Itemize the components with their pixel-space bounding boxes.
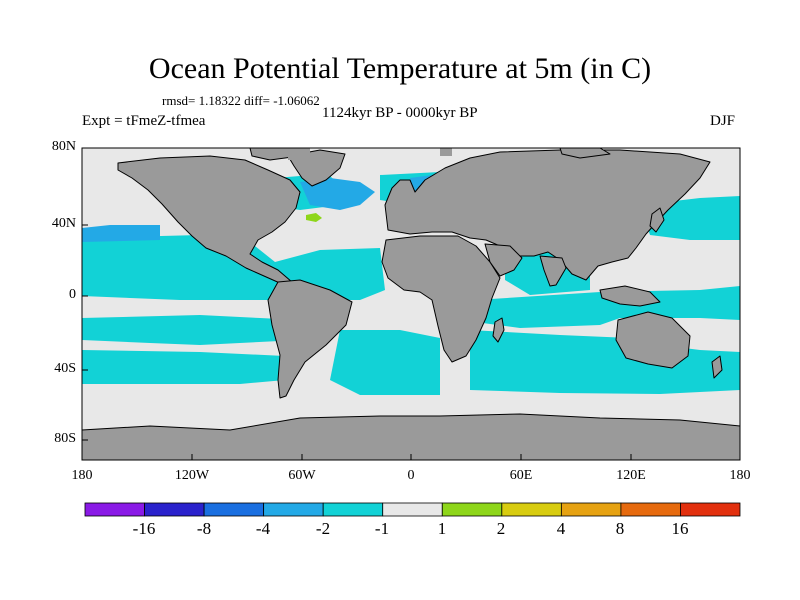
lon-label-180e: 180 xyxy=(729,468,751,483)
lat-label-0: 0 xyxy=(69,287,76,302)
colorbar-swatch xyxy=(263,502,324,517)
colorbar-label: -16 xyxy=(132,519,156,538)
africa xyxy=(381,235,501,363)
lat-label-40s: 40S xyxy=(54,361,76,376)
madagascar xyxy=(492,317,505,343)
colorbar-label: 4 xyxy=(556,519,566,538)
rmsd-diff-stats: rmsd= 1.18322 diff= -1.06062 xyxy=(162,93,320,108)
japan xyxy=(649,207,665,233)
southeast-asia-islands xyxy=(599,285,661,307)
arctic-island xyxy=(559,148,611,159)
experiment-label: Expt = tFmeZ-tfmea xyxy=(82,113,206,129)
time-period-label: 1124kyr BP - 0000kyr BP xyxy=(322,105,478,121)
lon-label-60e: 60E xyxy=(509,468,533,483)
colorbar-swatch xyxy=(441,502,503,517)
colorbar-swatch xyxy=(144,502,205,517)
colorbar-label: 16 xyxy=(671,519,689,538)
colorbar-label: -1 xyxy=(374,519,390,538)
land-masses xyxy=(82,148,740,460)
colorbar-swatch xyxy=(680,502,741,517)
colorbar-label: 1 xyxy=(437,519,447,538)
colorbar-swatch xyxy=(560,502,622,517)
arctic-island xyxy=(249,148,301,161)
new-zealand xyxy=(711,355,723,379)
warm-anomaly-patch xyxy=(306,213,322,222)
colorbar-label: -8 xyxy=(196,519,212,538)
colorbar-swatch xyxy=(203,502,265,517)
map-plot-area xyxy=(82,148,740,460)
colorbar-swatch xyxy=(382,502,443,517)
colorbar-swatch xyxy=(322,502,384,517)
lon-label-120w: 120W xyxy=(174,468,210,483)
season-label: DJF xyxy=(710,113,736,129)
arctic-grey-blocks xyxy=(288,148,452,160)
colorbar-label: -4 xyxy=(255,519,271,538)
colorbar-label: 2 xyxy=(496,519,506,538)
colorbar-label: -2 xyxy=(315,519,331,538)
map-title: Ocean Potential Temperature at 5m (in C) xyxy=(148,52,652,85)
lat-label-40n: 40N xyxy=(51,216,76,231)
colorbar-swatch xyxy=(84,502,145,517)
australia xyxy=(615,311,691,369)
lat-label-80s: 80S xyxy=(54,431,76,446)
colorbar-label: 8 xyxy=(615,519,625,538)
india xyxy=(539,255,567,287)
lon-label-0: 0 xyxy=(407,468,415,483)
arabian-peninsula xyxy=(484,243,523,277)
lon-label-120e: 120E xyxy=(616,468,646,483)
axis-ticks xyxy=(81,147,741,460)
north-america xyxy=(117,155,301,293)
colorbar-swatch xyxy=(620,502,681,517)
lon-label-60w: 60W xyxy=(288,468,316,483)
lat-label-80n: 80N xyxy=(51,139,76,154)
antarctica xyxy=(82,413,740,460)
south-america xyxy=(267,279,353,399)
colorbar xyxy=(84,502,741,517)
colorbar-swatch xyxy=(501,502,562,517)
lon-label-180w: 180 xyxy=(71,468,93,483)
